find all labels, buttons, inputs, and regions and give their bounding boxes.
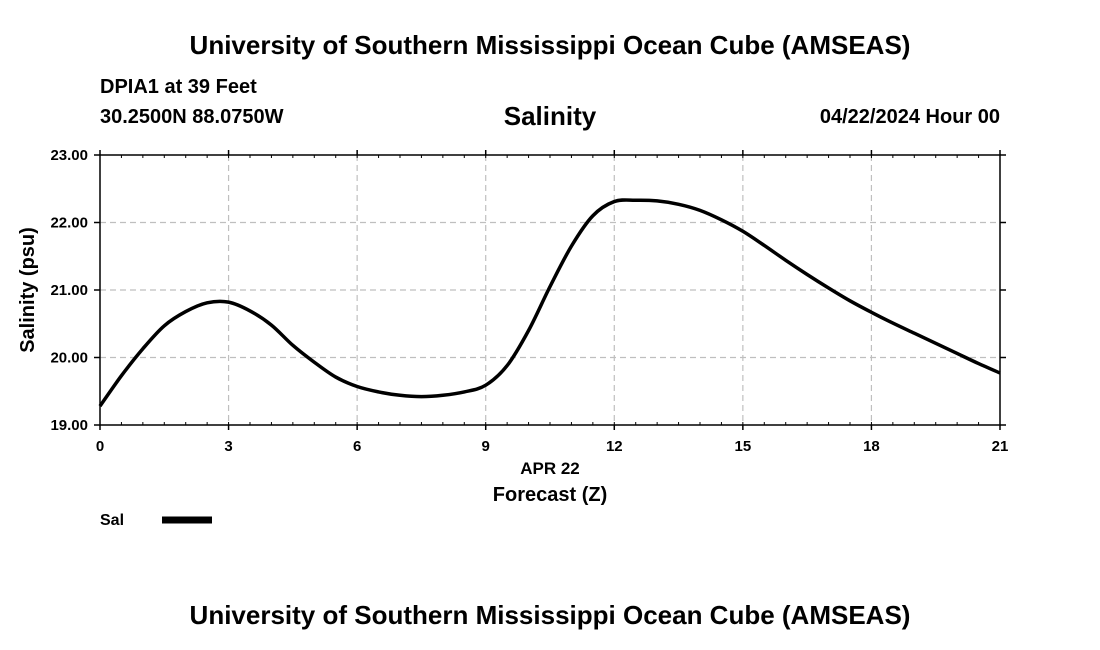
y-tick-label: 19.00 <box>50 417 88 434</box>
y-tick-label: 22.00 <box>50 215 88 232</box>
chart-title: University of Southern Mississippi Ocean… <box>189 30 911 60</box>
legend-label: Sal <box>100 512 124 529</box>
chart-subtitle: Salinity <box>503 101 597 131</box>
x-tick-label: 15 <box>735 438 752 455</box>
y-axis-label: Salinity (psu) <box>17 227 39 353</box>
grid-lines <box>100 155 1000 425</box>
y-tick-label: 20.00 <box>50 350 88 367</box>
x-axis-label: Forecast (Z) <box>493 484 607 506</box>
footer-title: University of Southern Mississippi Ocean… <box>189 600 911 630</box>
x-tick-label: 0 <box>96 438 104 455</box>
x-tick-label: 18 <box>863 438 880 455</box>
x-tick-label: 21 <box>992 438 1009 455</box>
date-label: APR 22 <box>520 459 580 478</box>
x-tick-label: 9 <box>482 438 490 455</box>
station-label: DPIA1 at 39 Feet <box>100 76 257 98</box>
x-tick-label: 12 <box>606 438 623 455</box>
axis-ticks: 0 3 6 9 12 15 18 21 19.00 20.00 21.00 22.00 23.00 <box>50 147 1008 455</box>
x-tick-label: 6 <box>353 438 361 455</box>
y-tick-label: 21.00 <box>50 282 88 299</box>
series-line-sal <box>98 198 1001 408</box>
coordinates-label: 30.2500N 88.0750W <box>100 106 284 128</box>
y-tick-label: 23.00 <box>50 147 88 164</box>
forecast-datetime: 04/22/2024 Hour 00 <box>819 106 1000 128</box>
x-tick-label: 3 <box>224 438 232 455</box>
